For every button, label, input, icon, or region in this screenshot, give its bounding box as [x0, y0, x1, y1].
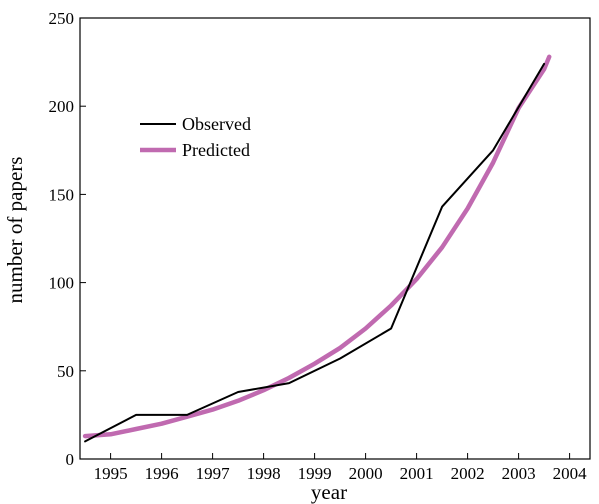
legend-label: Predicted	[182, 140, 250, 160]
plot-frame	[79, 17, 591, 460]
y-tick-label: 0	[66, 450, 75, 469]
x-tick-label: 2002	[451, 464, 485, 483]
plot-area	[79, 17, 591, 460]
y-axis: 0 50 100 150 200 250	[49, 9, 86, 469]
x-axis-title: year	[311, 480, 347, 504]
y-tick-label: 250	[49, 9, 75, 28]
legend: Observed Predicted	[140, 114, 251, 160]
x-tick-label: 1995	[94, 464, 128, 483]
x-tick-label: 1998	[247, 464, 281, 483]
x-axis: 1995 1996 1997 1998 1999 2000 2001 2002 2003 2004	[94, 453, 588, 483]
x-tick-label: 2003	[502, 464, 536, 483]
y-axis-title: number of papers	[3, 157, 27, 304]
x-tick-label: 1999	[298, 464, 332, 483]
y-tick-label: 150	[49, 185, 75, 204]
x-tick-label: 1997	[196, 464, 231, 483]
y-tick-label: 100	[49, 274, 75, 293]
x-tick-label: 2000	[349, 464, 383, 483]
legend-label: Observed	[182, 114, 251, 134]
x-tick-label: 2001	[400, 464, 434, 483]
x-tick-label: 1996	[145, 464, 179, 483]
series-line-predicted	[82, 54, 552, 439]
series-line-observed	[84, 62, 546, 443]
y-tick-label: 200	[49, 97, 75, 116]
series-layer	[82, 54, 552, 443]
y-tick-label: 50	[57, 362, 74, 381]
x-tick-label: 2004	[553, 464, 588, 483]
